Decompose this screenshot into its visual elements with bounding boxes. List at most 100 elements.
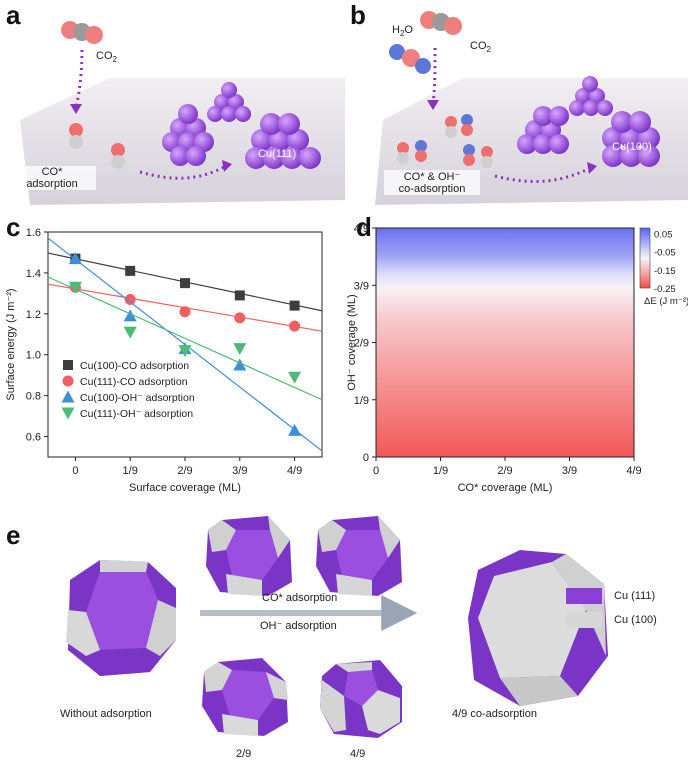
y-tick-label: 0.6 (26, 432, 41, 444)
label-without-adsorption: Without adsorption (60, 708, 152, 720)
co2-label: CO2 (96, 50, 117, 65)
heat-x-tick-label: 0 (373, 465, 379, 477)
heat-x-axis-label: CO* coverage (ML) (458, 482, 553, 494)
polyhedron-oh-2-9 (202, 658, 288, 736)
colorbar-tick-label: 0.05 (654, 229, 673, 240)
panel-d-heatmap: 0 1/9 2/9 3/9 4/9 0 1/9 2/9 3/9 4/9 CO* coverage (… (346, 223, 688, 494)
y-tick-label: 0.8 (26, 391, 41, 403)
facet-legend-label-111: Cu (111) (614, 590, 656, 602)
adsorbed-co (69, 123, 125, 169)
data-point-1 (289, 320, 301, 332)
data-point-0 (180, 278, 190, 289)
heat-y-tick-label: 0 (363, 452, 369, 464)
heat-y-tick-label: 1/9 (354, 395, 369, 407)
panel-c-chart: 0 1/9 2/9 3/9 4/9 0.6 0.8 1.0 1.2 1.4 1.6 Surface c… (5, 227, 323, 494)
water-molecule (389, 44, 431, 74)
y-tick-label: 1.4 (26, 268, 41, 280)
legend-label-2: Cu(100)-OH⁻ adsorption (80, 392, 195, 404)
fit-line-3 (48, 276, 322, 401)
facet-legend-item-100: Cu (100) (566, 612, 657, 628)
panel-letter-b: b (350, 0, 366, 30)
facet-swatch-111 (566, 588, 602, 604)
polyhedron-co-adsorption (468, 550, 608, 706)
label-co-adsorption: CO* adsorption (262, 592, 338, 604)
data-point-3 (233, 343, 247, 356)
co-adsorption-note-line1: CO* (41, 166, 63, 178)
label-4-9: 4/9 (350, 748, 366, 760)
data-point-3 (68, 281, 82, 294)
co-oh-note: CO* & OH⁻ co-adsorption (384, 170, 480, 195)
colorbar (639, 227, 651, 289)
x-tick-label: 1/9 (123, 465, 138, 477)
data-point-2 (68, 252, 82, 265)
x-tick-label: 3/9 (232, 465, 247, 477)
colorbar-tick-label: -0.15 (654, 266, 676, 277)
legend-marker-1 (62, 375, 74, 387)
facet-legend-item-111: Cu (111) (566, 588, 657, 604)
heat-x-tick-label: 2/9 (497, 465, 512, 477)
data-point-3 (288, 371, 302, 384)
data-point-2 (233, 358, 247, 371)
cu100-site-label: Cu(100) (612, 141, 652, 153)
diffuse-arrowhead (222, 160, 232, 172)
facet-swatch-100 (566, 612, 602, 628)
co-adsorption-note-line2: adsorption (26, 178, 78, 190)
polyhedron-without-adsorption (66, 560, 176, 676)
drop-arrow-b (431, 47, 437, 105)
x-axis-label: Surface coverage (ML) (129, 482, 241, 494)
co2-molecule (61, 21, 103, 44)
colorbar-label: ΔE (J m⁻²) (644, 296, 688, 307)
label-oh-adsorption: OH⁻ adsorption (260, 620, 337, 632)
drop-arrowhead-b (427, 100, 439, 110)
y-tick-label: 1.6 (26, 227, 41, 239)
legend-marker-3 (61, 407, 75, 420)
label-2-9: 2/9 (236, 748, 252, 760)
heat-y-axis-label: OH⁻ coverage (ML) (346, 294, 358, 390)
adsorbed-species (397, 114, 493, 168)
heat-y-tick-label: 4/9 (354, 223, 369, 235)
polyhedron-co-2 (316, 516, 402, 596)
label-4-9-co-adsorption: 4/9 co-adsorption (452, 708, 537, 720)
data-point-0 (289, 300, 300, 311)
heat-y-tick-label: 2/9 (354, 338, 369, 350)
legend-label-1: Cu(111)-CO adsorption (80, 376, 188, 388)
purple-cluster-right (245, 113, 321, 169)
purple-clusters-b (517, 76, 660, 167)
panel-a-illustration (20, 21, 345, 205)
co2-label-b: CO2 (470, 40, 491, 55)
panel-letter-d: d (356, 212, 372, 242)
cu111-site-label: Cu(111) (258, 148, 297, 160)
legend-marker-2 (61, 390, 75, 403)
purple-cluster-left (162, 104, 214, 166)
y-tick-label: 1.0 (26, 350, 41, 362)
data-point-3 (123, 326, 137, 339)
data-point-1 (234, 312, 246, 324)
facet-legend-label-100: Cu (100) (614, 614, 657, 626)
co-adsorption-note: CO* adsorption (8, 166, 96, 190)
purple-cluster-top (207, 82, 251, 122)
panel-letter-e: e (6, 520, 21, 550)
data-point-1 (124, 294, 136, 305)
drop-arrowhead (70, 104, 82, 114)
data-point-2 (123, 309, 137, 322)
x-tick-label: 4/9 (287, 465, 302, 477)
water-label: H2O (392, 24, 413, 39)
heat-x-tick-label: 4/9 (626, 465, 641, 477)
y-tick-label: 1.2 (26, 309, 41, 321)
panel-letter-c: c (6, 212, 21, 242)
polyhedron-oh-4-9 (320, 660, 402, 738)
co-oh-note-line2: co-adsorption (398, 183, 466, 195)
diffuse-arrow-b (494, 166, 592, 184)
panel-letter-a: a (6, 0, 21, 30)
data-point-1 (179, 306, 191, 318)
heat-x-tick-label: 3/9 (562, 465, 577, 477)
co2-molecule-b (420, 11, 462, 35)
data-point-3 (178, 345, 192, 358)
legend-label-0: Cu(100)-CO adsorption (80, 360, 189, 372)
panel-e-illustration (66, 516, 608, 738)
heat-y-tick-label: 3/9 (354, 280, 369, 292)
heat-x-tick-label: 1/9 (433, 465, 448, 477)
x-tick-label: 0 (72, 465, 78, 477)
data-point-0 (125, 265, 136, 276)
co-oh-note-line1: CO* & OH⁻ (403, 171, 461, 183)
